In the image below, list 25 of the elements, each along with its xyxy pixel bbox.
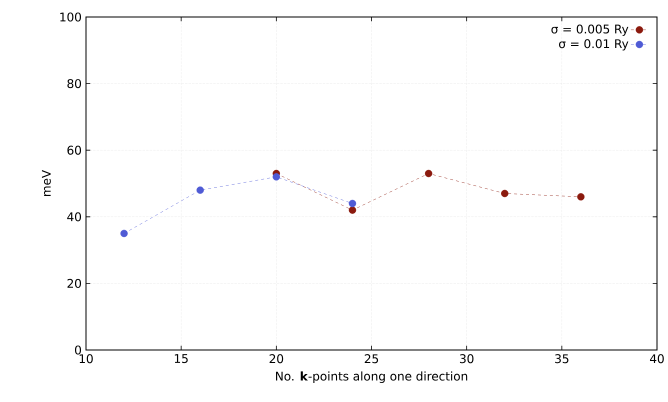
point	[577, 193, 585, 201]
x-tick-label: 25	[364, 354, 378, 364]
point	[348, 200, 356, 208]
y-tick-label: 80	[67, 79, 82, 88]
x-axis-title: No. k-points along one direction	[276, 371, 468, 383]
y-axis-title: meV	[42, 170, 51, 196]
point	[120, 230, 128, 238]
x-tick-label: 40	[650, 354, 664, 364]
y-tick-label: 60	[67, 146, 82, 155]
x-tick-label: 30	[460, 354, 474, 364]
legend-label: σ = 0.005 Ry	[551, 24, 628, 36]
y-tick-label: 40	[67, 212, 82, 222]
y-tick-label: 100	[60, 12, 82, 22]
point	[501, 190, 508, 198]
point	[424, 170, 432, 178]
point	[196, 186, 204, 194]
y-tick-label: 0	[74, 345, 82, 355]
x-tick-label: 15	[174, 354, 188, 364]
legend-label: σ = 0.01 Ry	[559, 39, 628, 51]
x-tick-label: 20	[270, 354, 284, 364]
x-tick-label: 10	[80, 354, 93, 364]
x-tick-label: 35	[555, 354, 568, 364]
point	[348, 206, 356, 214]
point	[272, 173, 280, 181]
y-tick-label: 20	[67, 278, 82, 288]
